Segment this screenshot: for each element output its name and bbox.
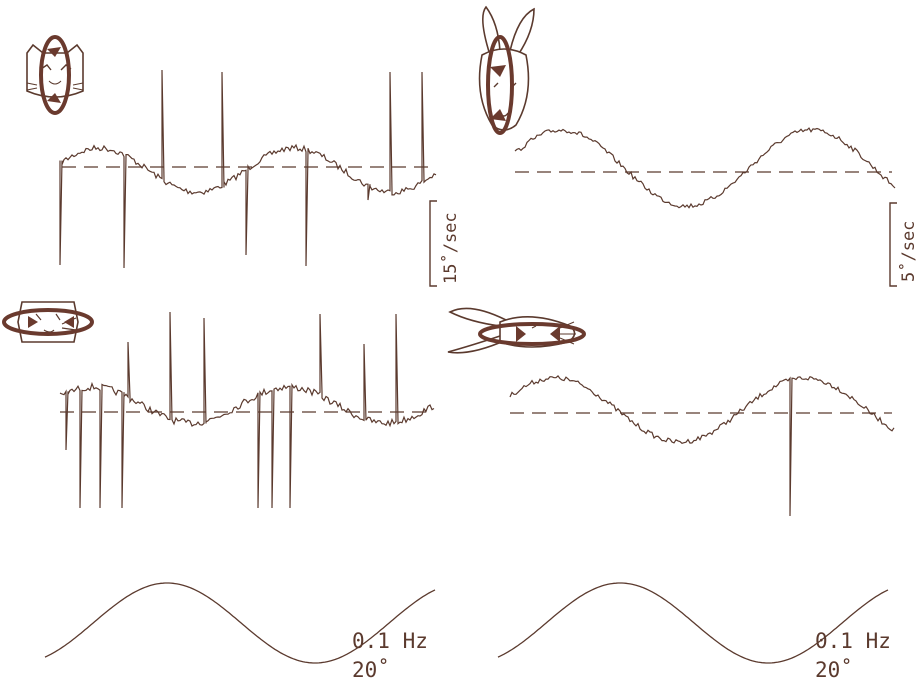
stimulus-amp-right: 20˚ (815, 658, 853, 680)
scale-label-right: 5˚/sec (898, 221, 917, 282)
rabbit-face-icon (478, 5, 535, 135)
rabbit-profile-icon (447, 307, 586, 354)
stimulus-amp-left: 20˚ (352, 658, 390, 680)
trace-mid-right (509, 375, 895, 517)
trace-mid-left (59, 311, 435, 509)
stimulus-freq-right: 0.1 Hz (815, 629, 891, 653)
trace-top-left (59, 69, 437, 269)
trace-top-right (514, 127, 896, 209)
scale-bar-left: 15˚/sec (429, 200, 461, 287)
stimulus-sine-left (44, 582, 436, 664)
traces-layer (44, 69, 896, 664)
cat-face-icon (26, 35, 84, 115)
scale-label-left: 15˚/sec (440, 212, 461, 284)
cat-face-rolled-icon (2, 301, 94, 343)
stimulus-freq-left: 0.1 Hz (352, 629, 428, 653)
stimulus-sine-right (497, 582, 889, 664)
scale-bar-right: 5˚/sec (889, 202, 917, 287)
